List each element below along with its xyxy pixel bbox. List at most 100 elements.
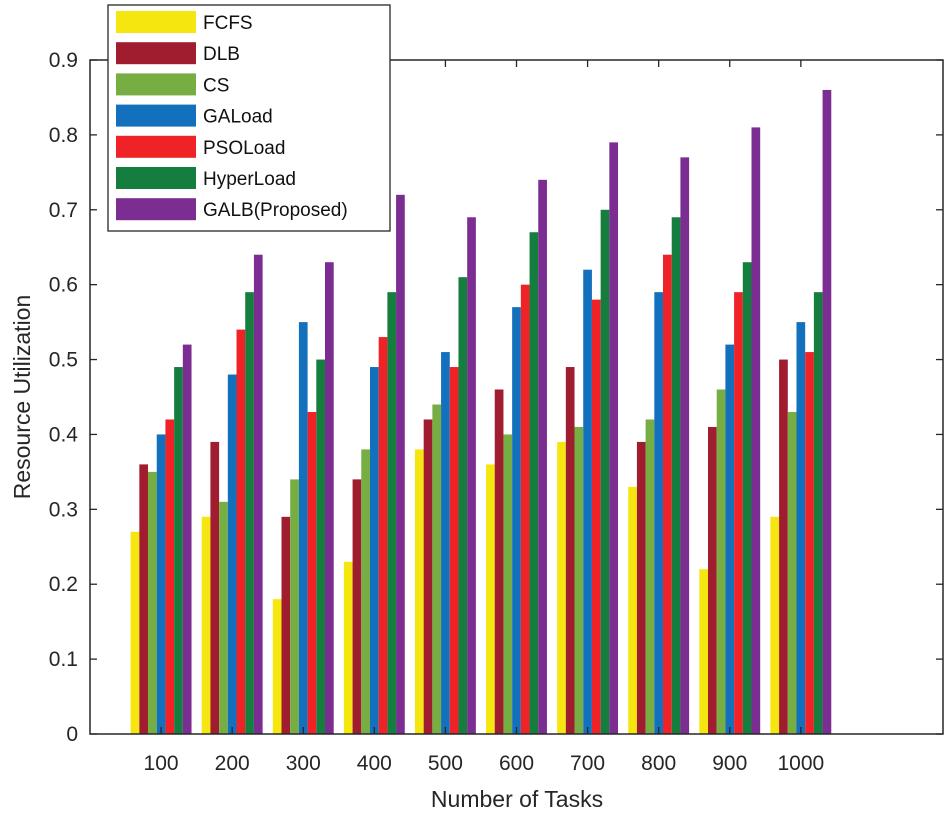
x-tick-label: 400 <box>357 752 392 775</box>
x-tick-label: 500 <box>428 752 463 775</box>
y-tick-label: 0.3 <box>49 498 78 521</box>
bar <box>414 449 424 734</box>
bar <box>253 254 263 734</box>
bar <box>139 464 149 734</box>
bar <box>174 367 183 734</box>
legend-swatch <box>116 104 196 127</box>
y-tick-label: 0.5 <box>49 349 78 372</box>
bar <box>654 292 664 734</box>
bar <box>600 209 610 734</box>
bar <box>201 516 211 734</box>
bar <box>787 411 797 734</box>
bar <box>663 254 672 734</box>
bar <box>628 486 637 734</box>
legend-item: GALB(Proposed) <box>116 198 348 221</box>
x-tick-label: 100 <box>144 752 179 775</box>
bar <box>716 389 726 734</box>
legend-item: HyperLoad <box>116 167 296 190</box>
bar <box>396 194 405 735</box>
bar <box>779 359 788 734</box>
bar <box>281 516 291 734</box>
bar <box>645 419 655 734</box>
bar <box>734 292 743 734</box>
bar-group <box>557 142 619 734</box>
bar <box>609 142 619 734</box>
y-tick-label: 0.2 <box>49 573 78 596</box>
bar <box>494 389 504 734</box>
bar <box>148 471 157 734</box>
bar <box>182 344 192 734</box>
bar-group <box>699 127 761 734</box>
bar <box>361 449 370 734</box>
bar <box>529 232 539 735</box>
bar <box>708 426 717 734</box>
legend-swatch <box>116 198 196 221</box>
bar <box>699 569 708 734</box>
bar-group <box>628 157 690 735</box>
plot-area <box>130 89 832 735</box>
bar <box>574 426 584 734</box>
x-tick-label: 800 <box>641 752 676 775</box>
bar <box>503 434 513 734</box>
bar-group <box>130 344 192 734</box>
bar <box>387 292 397 734</box>
legend-item: FCFS <box>116 11 253 34</box>
legend-swatch <box>116 11 196 33</box>
bar-group <box>770 89 832 734</box>
bar <box>538 179 547 734</box>
y-tick-label: 0.4 <box>49 423 79 446</box>
legend-swatch <box>116 135 196 158</box>
bar-group <box>272 262 334 734</box>
bar <box>245 292 254 734</box>
bar <box>352 479 362 734</box>
bar <box>557 441 566 734</box>
x-tick-label: 700 <box>570 752 605 775</box>
bar <box>770 516 780 734</box>
bar <box>813 292 823 734</box>
bar-group <box>414 217 476 734</box>
bar <box>432 404 442 734</box>
bar <box>822 89 832 734</box>
bar <box>636 441 646 734</box>
legend-label: DLB <box>203 44 240 65</box>
y-tick-label: 0.1 <box>49 648 78 671</box>
bar-group <box>201 254 263 734</box>
bar <box>486 464 495 734</box>
legend-swatch <box>116 73 196 96</box>
bar <box>680 157 690 735</box>
legend-item: GALoad <box>116 104 273 128</box>
bar <box>165 419 175 734</box>
legend-label: CS <box>203 75 229 96</box>
legend-item: CS <box>116 73 229 96</box>
bar <box>219 501 228 734</box>
legend: FCFS DLB CS GALoad PSOLoad HyperLoad GALB(Prop… <box>107 4 391 232</box>
bar <box>805 352 814 734</box>
bar <box>512 307 521 734</box>
bar <box>298 322 308 734</box>
bar <box>156 434 166 734</box>
legend-swatch <box>116 167 196 189</box>
y-tick-label: 0 <box>66 723 78 746</box>
bar <box>751 127 761 734</box>
bar <box>236 329 246 734</box>
bar-group <box>486 179 547 735</box>
legend-item: PSOLoad <box>116 135 285 159</box>
x-tick-label: 900 <box>712 752 747 775</box>
y-tick-label: 0.8 <box>49 124 78 147</box>
bar <box>423 419 433 734</box>
y-axis: 0 0.1 0.2 0.3 0.4 0.5 0.6 0.7 0.8 0.9 <box>49 49 943 746</box>
legend-label: HyperLoad <box>203 169 296 190</box>
y-tick-label: 0.6 <box>49 274 78 297</box>
bar <box>796 322 806 734</box>
bar <box>316 359 325 734</box>
bar <box>378 337 388 734</box>
bar <box>583 269 592 734</box>
bar-group <box>343 194 405 735</box>
bar <box>307 411 317 734</box>
bar <box>725 344 735 734</box>
bar <box>671 217 681 734</box>
x-tick-label: 200 <box>215 752 250 775</box>
legend-label: GALoad <box>203 107 273 128</box>
y-tick-label: 0.9 <box>49 49 78 72</box>
